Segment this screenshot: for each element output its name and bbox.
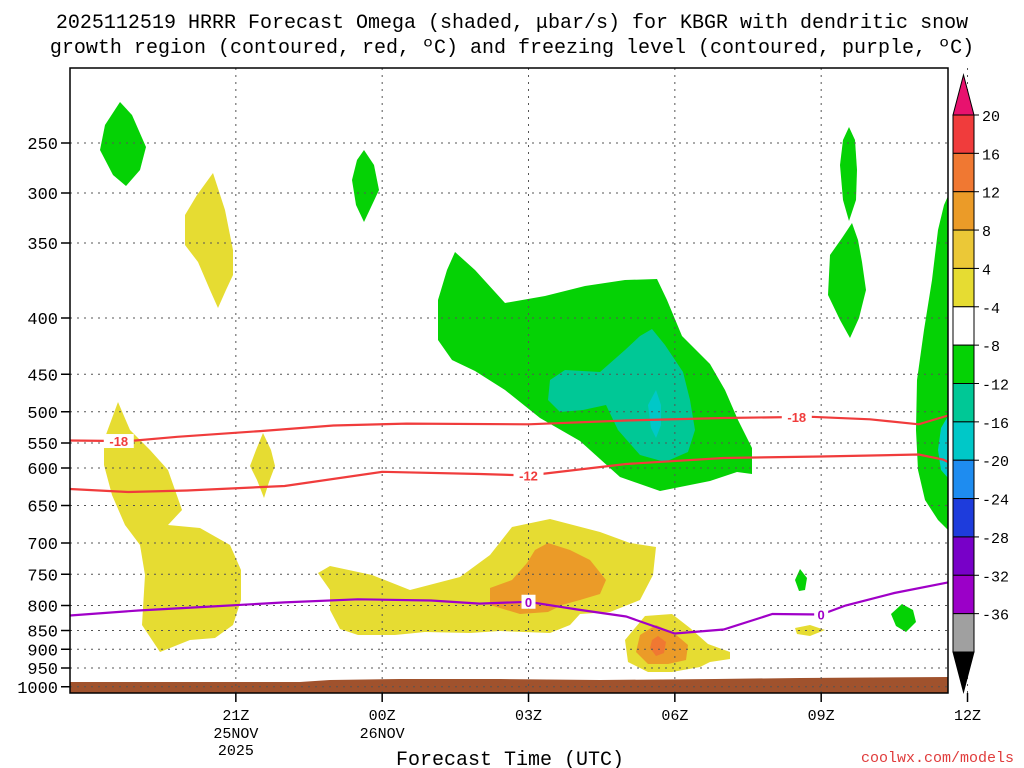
y-tick-label: 1000 — [17, 680, 58, 699]
y-tick-label: 550 — [27, 436, 58, 455]
colorbar-label: 16 — [982, 147, 1000, 164]
colorbar-segment — [952, 574, 975, 615]
colorbar-segment — [952, 267, 975, 308]
colorbar-label: -20 — [982, 454, 1009, 471]
colorbar-label: 20 — [982, 109, 1000, 126]
ground-surface — [70, 677, 948, 693]
contour--18 — [69, 414, 949, 443]
colorbar-label: 8 — [982, 224, 991, 241]
x-tick-label: 09Z — [808, 708, 835, 725]
contour-0 — [69, 581, 949, 635]
credit-text: coolwx.com/models — [861, 750, 1014, 767]
x-tick-label: 03Z — [515, 708, 542, 725]
y-tick-label: 350 — [27, 236, 58, 255]
omega-green-right-top — [840, 127, 857, 221]
y-tick-label: 750 — [27, 567, 58, 586]
omega-yellow-lower-mid — [318, 519, 656, 635]
colorbar-label: 12 — [982, 186, 1000, 203]
x-tick-date-label: 25NOV — [213, 726, 258, 743]
colorbar-label: -28 — [982, 531, 1009, 548]
colorbar-label: -8 — [982, 339, 1000, 356]
contour-label: 0 — [818, 608, 825, 623]
colorbar-label: -36 — [982, 608, 1009, 625]
omega-orange-mid — [490, 543, 606, 614]
colorbar-label: -16 — [982, 416, 1009, 433]
x-tick-date-label: 26NOV — [360, 726, 405, 743]
y-tick-label: 600 — [27, 461, 58, 480]
omega-cyan-right-edge — [938, 416, 948, 478]
y-tick-label: 450 — [27, 367, 58, 386]
omega-green-mid-top — [352, 150, 379, 222]
y-tick-label: 500 — [27, 405, 58, 424]
contour-label-bg — [521, 594, 536, 609]
colorbar-segment — [952, 306, 975, 346]
colorbar-segment — [952, 114, 975, 154]
omega-yellow-tiny — [795, 625, 825, 636]
colorbar-segment — [952, 383, 975, 423]
colorbar-segment — [952, 344, 975, 384]
colorbar: 20 16 12 8 4 -4 -8 -12 -16 -20 -24 -28 -32 -36 — [952, 73, 1009, 694]
omega-yellow-small — [250, 433, 275, 498]
y-tick-label: 800 — [27, 599, 58, 618]
colorbar-segment — [952, 613, 975, 653]
x-tick-label: 00Z — [369, 708, 396, 725]
y-tick-label: 700 — [27, 536, 58, 555]
colorbar-segment — [952, 421, 975, 461]
y-tick-label: 250 — [27, 136, 58, 155]
contour-label-bg — [781, 409, 812, 424]
colorbar-label: -12 — [982, 378, 1009, 395]
contour-label-bg — [103, 434, 134, 449]
omega-green-small-2 — [891, 604, 916, 632]
x-tick-label: 06Z — [661, 708, 688, 725]
omega-yellow-upper-left — [185, 173, 233, 308]
colorbar-label: 4 — [982, 262, 991, 279]
omega-green-top-left — [100, 102, 146, 186]
omega-green-right-mid — [828, 223, 866, 338]
omega-cyan-core — [648, 390, 661, 438]
omega-yellow-lower-left — [104, 402, 241, 652]
contour-label: -12 — [519, 469, 538, 484]
plot-frame — [69, 67, 949, 694]
colorbar-segment — [952, 152, 975, 193]
colorbar-segment — [952, 191, 975, 231]
chart-title-line2: growth region (contoured, red, ºC) and f… — [50, 37, 974, 60]
colorbar-segment — [952, 536, 975, 576]
y-tick-label: 400 — [27, 311, 58, 330]
colorbar-segment — [952, 498, 975, 538]
contour-label-bg — [814, 607, 829, 622]
colorbar-segment — [952, 459, 975, 500]
y-tick-label: 950 — [27, 661, 58, 680]
chart-title-line1: 2025112519 HRRR Forecast Omega (shaded, … — [56, 12, 968, 35]
colorbar-bottom-arrow — [952, 651, 975, 694]
contour-label: 0 — [525, 595, 532, 610]
colorbar-segment — [952, 229, 975, 269]
y-tick-label: 300 — [27, 186, 58, 205]
colorbar-label: -32 — [982, 569, 1009, 586]
colorbar-label: -4 — [982, 301, 1000, 318]
x-tick-label: 12Z — [954, 708, 981, 725]
omega-orange-core — [650, 636, 666, 656]
omega-shading — [100, 102, 948, 672]
contour-lines: -18 -18 -12 0 0 — [69, 409, 949, 635]
y-tick-label: 900 — [27, 642, 58, 661]
contour-label: -18 — [109, 434, 128, 449]
x-tick-label: 21Z — [222, 708, 249, 725]
colorbar-label: -24 — [982, 493, 1009, 510]
x-axis-title: Forecast Time (UTC) — [396, 749, 624, 768]
x-tick-year-label: 2025 — [218, 743, 254, 760]
y-axis: 2503003504004505005506006507007508008509… — [17, 136, 70, 699]
contour-label-bg — [513, 468, 544, 483]
contour-label: -18 — [787, 410, 806, 425]
y-tick-label: 650 — [27, 499, 58, 518]
y-tick-label: 850 — [27, 624, 58, 643]
